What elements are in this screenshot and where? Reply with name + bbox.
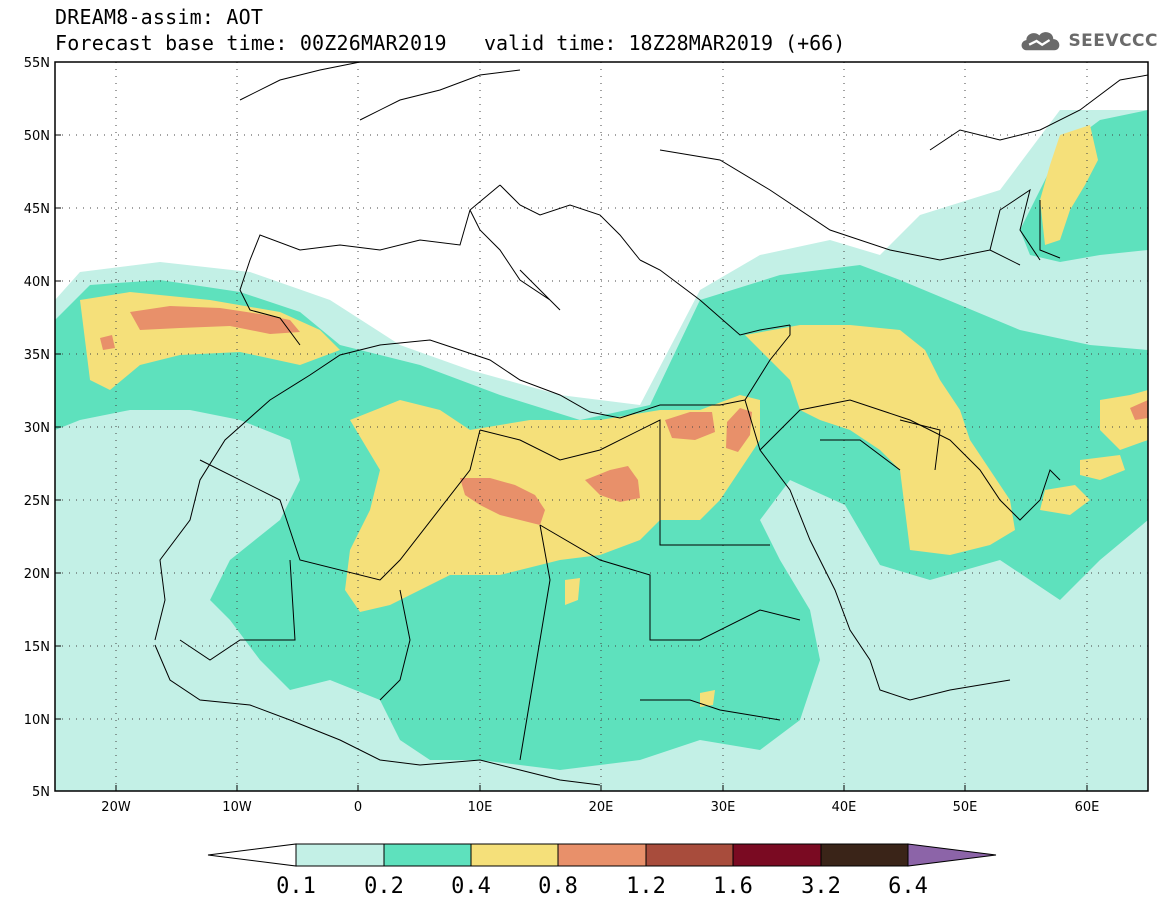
lat-label: 15N [24, 640, 50, 655]
lat-label: 50N [24, 129, 50, 144]
colorbar-label: 6.4 [888, 874, 928, 899]
colorbar-label: 0.1 [276, 874, 316, 899]
colorbar-swatch [295, 843, 385, 867]
lat-label: 55N [24, 56, 50, 71]
colorbar-over-arrow [907, 843, 997, 867]
lat-label: 45N [24, 202, 50, 217]
lat-label: 40N [24, 275, 50, 290]
colorbar-label: 1.2 [626, 874, 666, 899]
colorbar-label: 0.8 [538, 874, 578, 899]
lon-label: 30E [711, 800, 736, 815]
cloud-icon [1021, 32, 1060, 51]
lon-label: 40E [832, 800, 857, 815]
colorbar-label: 1.6 [713, 874, 753, 899]
gridlines [55, 62, 1148, 791]
lat-label: 30N [24, 421, 50, 436]
seevccc-logo: SEEVCCC [1018, 26, 1158, 56]
lon-labels: 20W 10W 0 10E 20E 30E 40E 50E 60E [101, 800, 1099, 815]
lat-label: 5N [32, 785, 50, 800]
colorbar-swatch [470, 843, 559, 867]
coastlines-borders [154, 62, 1148, 786]
colorbar-swatch [557, 843, 647, 867]
lat-label: 10N [24, 713, 50, 728]
tick-marks [55, 134, 1088, 791]
forecast-base-time: Forecast base time: 00Z26MAR2019 [55, 31, 447, 55]
lon-label: 20E [589, 800, 614, 815]
colorbar-label: 0.4 [451, 874, 491, 899]
colorbar-labels: 0.1 0.2 0.4 0.8 1.2 1.6 3.2 6.4 [276, 874, 928, 899]
colorbar-label: 3.2 [801, 874, 841, 899]
lon-label: 10E [468, 800, 493, 815]
lat-label: 20N [24, 567, 50, 582]
colorbar-swatch [732, 843, 822, 867]
lat-label: 25N [24, 494, 50, 509]
lon-label: 50E [953, 800, 978, 815]
lat-labels: 5N 10N 15N 20N 25N 30N 35N 40N 45N 50N 5… [24, 56, 50, 800]
logo-text: SEEVCCC [1068, 31, 1158, 51]
colorbar [207, 843, 997, 867]
lon-label: 10W [222, 800, 252, 815]
lat-label: 35N [24, 348, 50, 363]
colorbar-swatch [383, 843, 472, 867]
lon-label: 60E [1075, 800, 1100, 815]
colorbar-under-arrow [207, 843, 297, 867]
valid-time: valid time: 18Z28MAR2019 (+66) [484, 31, 846, 55]
colorbar-swatch [645, 843, 734, 867]
colorbar-label: 0.2 [364, 874, 404, 899]
lon-label: 20W [101, 800, 131, 815]
colorbar-swatch [820, 843, 909, 867]
map-title: DREAM8-assim: AOT [55, 5, 264, 29]
aot-band-0.8 [100, 306, 1148, 525]
lon-label: 0 [354, 800, 362, 815]
